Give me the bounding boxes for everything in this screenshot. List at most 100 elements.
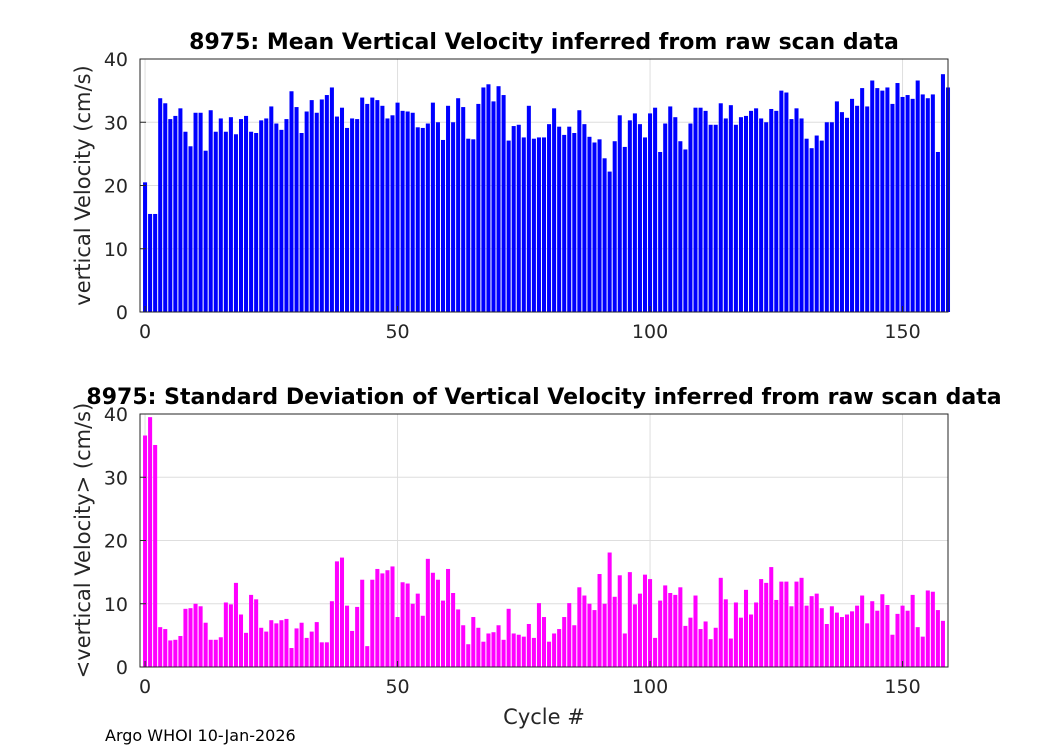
bar — [446, 105, 451, 312]
bar — [668, 593, 673, 667]
x-tick-label: 150 — [884, 321, 920, 343]
bar — [622, 633, 627, 667]
bar — [749, 110, 754, 312]
bar — [900, 605, 905, 667]
y-tick-label: 40 — [104, 49, 128, 71]
bar — [875, 88, 880, 312]
bar — [723, 599, 728, 667]
bar — [602, 158, 607, 312]
y-tick-label: 0 — [116, 657, 128, 679]
bar — [188, 146, 193, 312]
bar — [264, 631, 269, 667]
bar — [930, 591, 935, 667]
bar — [446, 568, 451, 667]
bar — [557, 126, 562, 313]
bar — [844, 117, 850, 312]
bar — [324, 95, 329, 312]
bar — [415, 127, 420, 312]
bar — [380, 573, 385, 667]
chart-title: 8975: Mean Vertical Velocity inferred fr… — [189, 30, 899, 55]
bar — [683, 149, 688, 312]
bar — [183, 131, 188, 312]
bar — [405, 111, 410, 312]
bar — [738, 617, 743, 667]
chart-title: 8975: Standard Deviation of Vertical Vel… — [86, 385, 1001, 410]
bar — [814, 135, 819, 312]
bar — [632, 604, 637, 667]
bar — [451, 593, 456, 667]
bar — [678, 587, 683, 667]
bar — [597, 139, 602, 312]
bar — [920, 636, 925, 667]
bar — [355, 119, 360, 312]
bar — [415, 593, 420, 667]
bar — [249, 594, 254, 667]
bar — [804, 605, 809, 667]
bar — [405, 583, 410, 667]
bar — [935, 610, 940, 667]
bar — [153, 213, 158, 312]
bar — [451, 122, 456, 312]
tick-labels: 0 50 100 150 0 10 20 30 40 — [104, 404, 921, 698]
y-tick-label: 10 — [104, 239, 128, 261]
bar — [168, 640, 173, 667]
bar — [567, 126, 572, 313]
bar — [188, 608, 193, 667]
x-tick-label: 0 — [139, 321, 151, 343]
bar — [839, 112, 844, 312]
bar — [925, 590, 930, 667]
bar — [870, 601, 875, 667]
bar — [653, 107, 658, 312]
bar — [223, 602, 228, 667]
bar — [799, 118, 804, 312]
bar — [850, 611, 855, 667]
bar — [663, 585, 668, 667]
bar — [925, 98, 930, 312]
y-tick-label: 20 — [104, 531, 128, 553]
bar — [390, 115, 395, 312]
bar — [617, 115, 622, 312]
bar — [476, 103, 481, 312]
bar — [345, 605, 350, 667]
bar — [769, 108, 774, 312]
bar — [814, 593, 819, 667]
bar — [461, 625, 466, 667]
bar — [400, 582, 405, 667]
bar — [233, 582, 238, 667]
y-tick-label: 0 — [116, 302, 128, 324]
bar — [784, 92, 789, 313]
bar — [648, 113, 653, 313]
bar — [476, 627, 481, 667]
bar — [486, 633, 491, 667]
bar — [587, 136, 592, 312]
bar — [466, 138, 471, 312]
bar — [506, 140, 511, 312]
bar — [703, 621, 708, 667]
footer-credit: Argo WHOI 10-Jan-2026 — [105, 726, 296, 745]
bar — [425, 123, 430, 313]
bar — [375, 568, 380, 667]
bar — [895, 83, 900, 312]
bar — [254, 133, 259, 312]
y-axis-label: <vertical Velocity> (cm/s) — [71, 403, 95, 679]
bar — [875, 610, 880, 667]
bar — [208, 110, 213, 312]
bar — [259, 627, 264, 667]
bar — [173, 115, 178, 312]
bar — [562, 617, 567, 667]
bar — [208, 639, 213, 667]
bar — [693, 107, 698, 312]
bar — [269, 620, 274, 667]
bar — [420, 127, 425, 312]
bar — [228, 604, 233, 667]
bar — [713, 627, 718, 667]
bar — [531, 138, 536, 312]
bar — [622, 146, 627, 312]
bar — [390, 566, 395, 667]
bar — [688, 123, 693, 313]
bar — [698, 629, 703, 667]
bar — [269, 106, 274, 312]
bar — [779, 581, 784, 667]
bar — [521, 636, 526, 667]
bar — [158, 98, 163, 312]
